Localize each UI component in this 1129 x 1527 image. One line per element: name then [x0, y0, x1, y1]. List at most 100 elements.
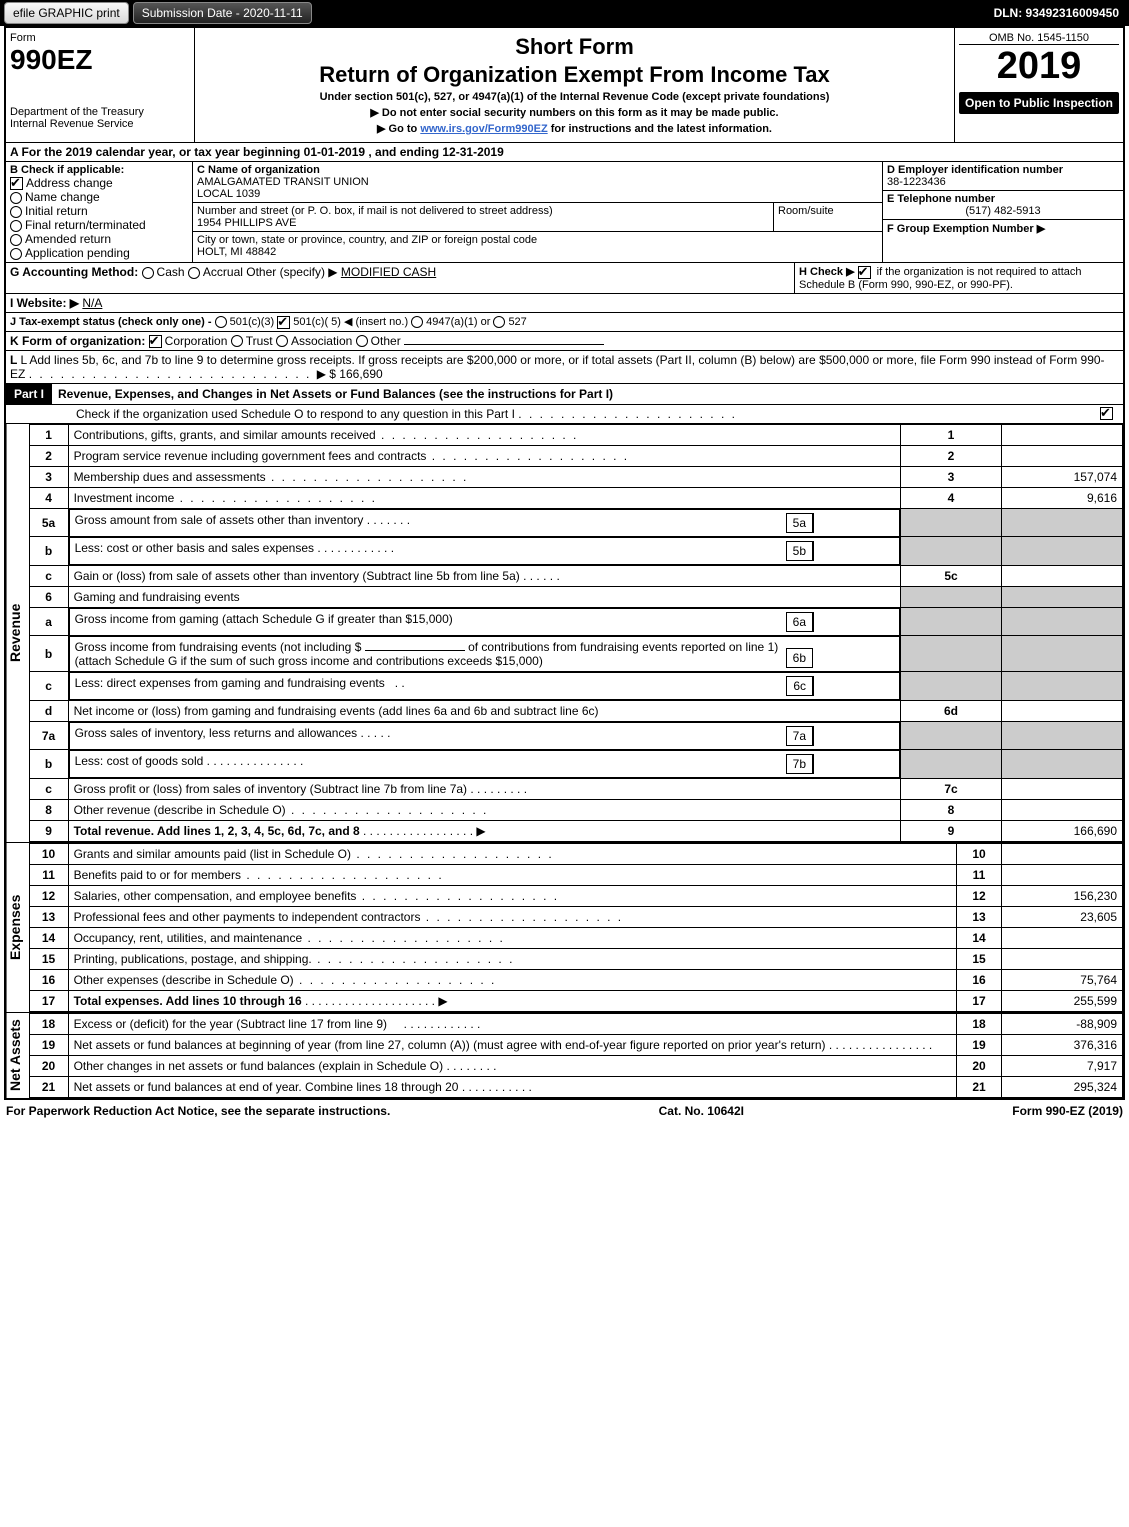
k-label: K Form of organization:: [10, 334, 145, 348]
netassets-table: 18Excess or (deficit) for the year (Subt…: [29, 1013, 1123, 1098]
expenses-side-label: Expenses: [6, 843, 29, 1012]
line-7a: 7aGross sales of inventory, less returns…: [29, 721, 1122, 750]
line-6b: bGross income from fundraising events (n…: [29, 636, 1122, 672]
ein-value: 38-1223436: [887, 176, 1119, 188]
k-other-label: Other: [371, 334, 401, 348]
dept-treasury: Department of the Treasury: [10, 106, 190, 118]
part-i-schedule-o-checkbox[interactable]: [1100, 407, 1113, 420]
k-assoc-label: Association: [291, 334, 352, 348]
line-5b: bLess: cost or other basis and sales exp…: [29, 537, 1122, 566]
tax-year: 2019: [959, 45, 1119, 88]
accounting-method-label: G Accounting Method:: [10, 265, 138, 279]
initial-return-label: Initial return: [25, 204, 88, 218]
line-8: 8Other revenue (describe in Schedule O)8: [29, 799, 1122, 820]
line-1: 1Contributions, gifts, grants, and simil…: [29, 424, 1122, 445]
cash-radio[interactable]: [142, 267, 154, 279]
h-check-label: H Check ▶: [799, 266, 855, 278]
h-checkbox[interactable]: [858, 266, 871, 279]
k-other-radio[interactable]: [356, 335, 368, 347]
line-5c: cGain or (loss) from sale of assets othe…: [29, 565, 1122, 586]
footer-formno: Form 990-EZ (2019): [1012, 1104, 1123, 1118]
modified-cash-value: MODIFIED CASH: [341, 265, 436, 279]
line-16: 16Other expenses (describe in Schedule O…: [29, 969, 1122, 990]
initial-return-checkbox[interactable]: [10, 206, 22, 218]
addr-label: Number and street (or P. O. box, if mail…: [197, 205, 769, 217]
website-label: I Website: ▶: [10, 296, 79, 310]
revenue-side-label: Revenue: [6, 424, 29, 842]
accrual-label: Accrual: [203, 265, 243, 279]
application-pending-checkbox[interactable]: [10, 248, 22, 260]
goto-suffix: for instructions and the latest informat…: [551, 123, 772, 135]
accrual-radio[interactable]: [188, 267, 200, 279]
j-4947-label: 4947(a)(1) or: [426, 316, 490, 328]
j-label: J Tax-exempt status (check only one) -: [10, 316, 212, 328]
box-c-label: C Name of organization: [197, 164, 878, 176]
j-4947-radio[interactable]: [411, 316, 423, 328]
address-change-checkbox[interactable]: [10, 177, 23, 190]
expenses-table: 10Grants and similar amounts paid (list …: [29, 843, 1123, 1012]
irs-label: Internal Revenue Service: [10, 118, 190, 130]
k-trust-label: Trust: [246, 334, 273, 348]
line-17: 17Total expenses. Add lines 10 through 1…: [29, 990, 1122, 1011]
group-exemption-label: F Group Exemption Number ▶: [887, 223, 1045, 235]
final-return-checkbox[interactable]: [10, 220, 22, 232]
box-d-label: D Employer identification number: [887, 164, 1119, 176]
submission-date-button[interactable]: Submission Date - 2020-11-11: [133, 2, 312, 24]
line-4: 4Investment income49,616: [29, 487, 1122, 508]
k-other-input[interactable]: [404, 344, 604, 345]
j-501c3-radio[interactable]: [215, 316, 227, 328]
city-state-zip: HOLT, MI 48842: [197, 246, 878, 258]
city-label: City or town, state or province, country…: [197, 234, 878, 246]
dln-label: DLN: 93492316009450: [988, 2, 1125, 24]
irs-link[interactable]: www.irs.gov/Form990EZ: [420, 123, 547, 135]
line-18: 18Excess or (deficit) for the year (Subt…: [29, 1013, 1122, 1034]
part-i-check-text: Check if the organization used Schedule …: [76, 407, 515, 421]
part-i-label: Part I: [6, 384, 52, 404]
no-ssn-text: ▶ Do not enter social security numbers o…: [203, 106, 946, 119]
org-name: AMALGAMATED TRANSIT UNION: [197, 176, 878, 188]
j-501c-checkbox[interactable]: [277, 316, 290, 329]
box-b-label: B Check if applicable:: [10, 164, 188, 176]
tel-label: E Telephone number: [887, 193, 1119, 205]
line-12: 12Salaries, other compensation, and empl…: [29, 885, 1122, 906]
part-i-title: Revenue, Expenses, and Changes in Net As…: [52, 384, 1123, 404]
amended-return-checkbox[interactable]: [10, 234, 22, 246]
telephone-value: (517) 482-5913: [887, 205, 1119, 217]
efile-graphic-print-button[interactable]: efile GRAPHIC print: [4, 2, 129, 24]
omb-number: OMB No. 1545-1150: [959, 32, 1119, 45]
tax-year-period: A For the 2019 calendar year, or tax yea…: [6, 142, 1123, 161]
j-501c3-label: 501(c)(3): [230, 316, 275, 328]
k-corp-checkbox[interactable]: [149, 335, 162, 348]
footer-paperwork: For Paperwork Reduction Act Notice, see …: [6, 1104, 390, 1118]
line-20: 20Other changes in net assets or fund ba…: [29, 1055, 1122, 1076]
street-address: 1954 PHILLIPS AVE: [197, 217, 769, 229]
form-word: Form: [10, 32, 190, 44]
under-section-text: Under section 501(c), 527, or 4947(a)(1)…: [203, 91, 946, 103]
k-trust-radio[interactable]: [231, 335, 243, 347]
short-form-title: Short Form: [203, 34, 946, 60]
line-6: 6Gaming and fundraising events: [29, 586, 1122, 607]
revenue-table: 1Contributions, gifts, grants, and simil…: [29, 424, 1123, 842]
line-6c: cLess: direct expenses from gaming and f…: [29, 672, 1122, 701]
other-specify-label: Other (specify) ▶: [246, 265, 337, 279]
line-14: 14Occupancy, rent, utilities, and mainte…: [29, 927, 1122, 948]
line-5a: 5aGross amount from sale of assets other…: [29, 508, 1122, 537]
j-501c-label: 501(c)( 5) ◀ (insert no.): [293, 316, 408, 328]
line-11: 11Benefits paid to or for members11: [29, 864, 1122, 885]
name-change-label: Name change: [25, 190, 100, 204]
line-7b: bLess: cost of goods sold . . . . . . . …: [29, 750, 1122, 779]
main-title: Return of Organization Exempt From Incom…: [203, 62, 946, 88]
line-6d: dNet income or (loss) from gaming and fu…: [29, 700, 1122, 721]
l-amount: ▶ $ 166,690: [317, 367, 383, 381]
j-527-radio[interactable]: [493, 316, 505, 328]
line-6a: aGross income from gaming (attach Schedu…: [29, 607, 1122, 636]
j-527-label: 527: [508, 316, 526, 328]
line-21: 21Net assets or fund balances at end of …: [29, 1076, 1122, 1097]
line-7c: cGross profit or (loss) from sales of in…: [29, 778, 1122, 799]
k-assoc-radio[interactable]: [276, 335, 288, 347]
footer-catno: Cat. No. 10642I: [659, 1104, 744, 1118]
line-13: 13Professional fees and other payments t…: [29, 906, 1122, 927]
cash-label: Cash: [157, 265, 185, 279]
netassets-side-label: Net Assets: [6, 1013, 29, 1098]
name-change-checkbox[interactable]: [10, 192, 22, 204]
